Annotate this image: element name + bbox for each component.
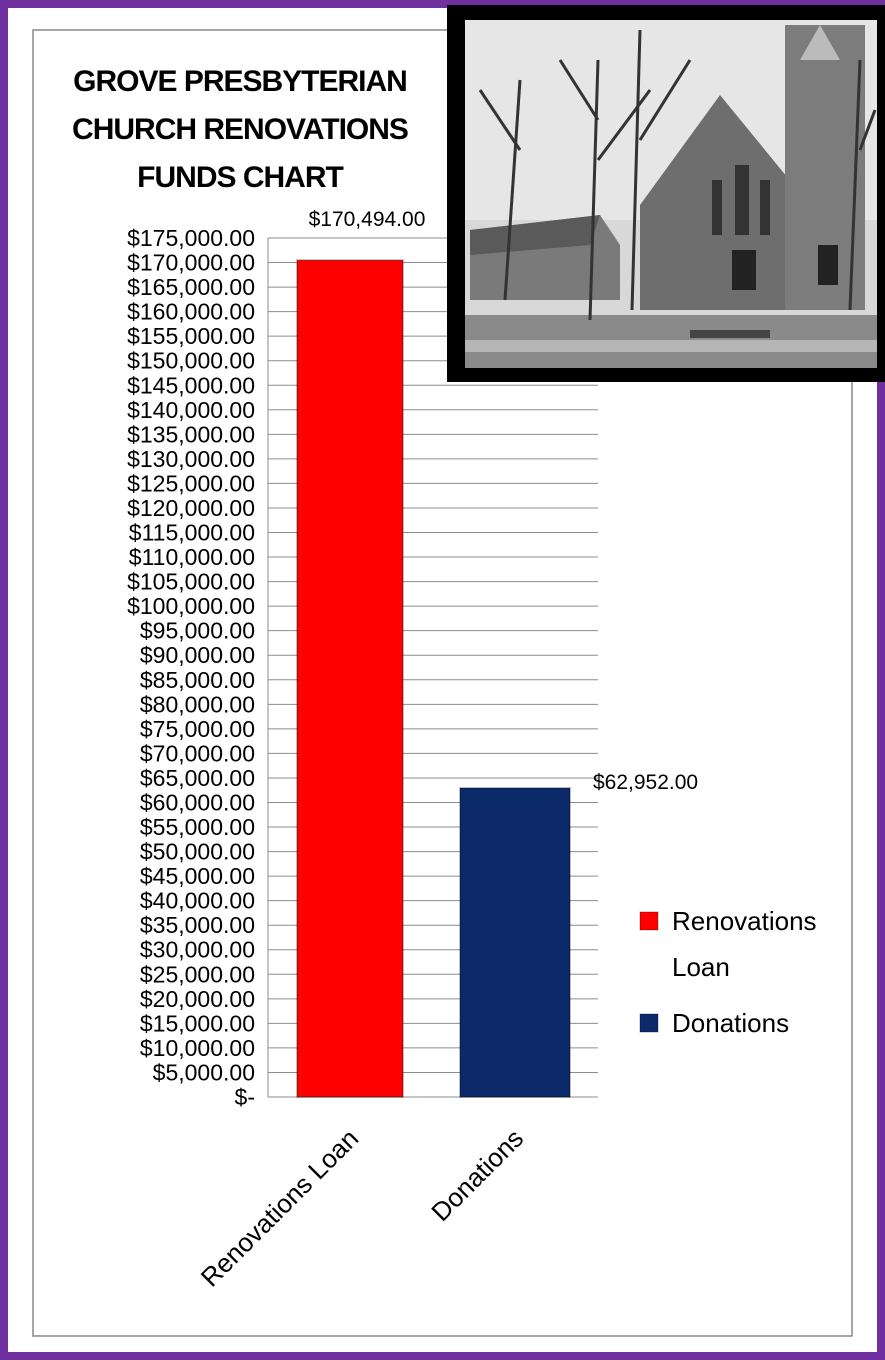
y-tick-label: $75,000.00 bbox=[140, 716, 255, 742]
legend-label: Donations bbox=[672, 1000, 852, 1046]
y-tick-label: $135,000.00 bbox=[127, 421, 255, 447]
y-tick-label: $110,000.00 bbox=[129, 544, 255, 570]
y-tick-label: $40,000.00 bbox=[140, 888, 255, 914]
y-tick-label: $45,000.00 bbox=[140, 863, 255, 889]
y-tick-label: $95,000.00 bbox=[140, 618, 255, 644]
y-tick-label: $90,000.00 bbox=[140, 642, 255, 668]
y-tick-label: $100,000.00 bbox=[127, 593, 255, 619]
y-tick-label: $35,000.00 bbox=[140, 912, 255, 938]
x-tick-label: Donations bbox=[425, 1123, 529, 1227]
y-tick-label: $165,000.00 bbox=[127, 274, 255, 300]
y-tick-label: $20,000.00 bbox=[140, 986, 255, 1012]
legend-swatch bbox=[640, 1014, 658, 1032]
y-tick-label: $150,000.00 bbox=[127, 348, 255, 374]
bar bbox=[460, 788, 570, 1097]
y-tick-label: $130,000.00 bbox=[127, 446, 255, 472]
y-tick-label: $25,000.00 bbox=[140, 961, 255, 987]
bar bbox=[297, 260, 403, 1097]
y-tick-label: $60,000.00 bbox=[140, 789, 255, 815]
y-tick-label: $15,000.00 bbox=[140, 1010, 255, 1036]
y-tick-label: $55,000.00 bbox=[140, 814, 255, 840]
y-tick-label: $175,000.00 bbox=[127, 225, 255, 251]
value-label: $170,494.00 bbox=[309, 208, 426, 231]
y-tick-label: $65,000.00 bbox=[140, 765, 255, 791]
y-tick-label: $105,000.00 bbox=[127, 569, 255, 595]
y-tick-label: $30,000.00 bbox=[140, 937, 255, 963]
y-tick-label: $125,000.00 bbox=[127, 470, 255, 496]
y-tick-label: $115,000.00 bbox=[129, 520, 255, 546]
y-tick-label: $- bbox=[235, 1084, 255, 1110]
y-tick-label: $140,000.00 bbox=[127, 397, 255, 423]
y-tick-label: $80,000.00 bbox=[140, 691, 255, 717]
chart: $-$5,000.00$10,000.00$15,000.00$20,000.0… bbox=[0, 0, 885, 1360]
y-tick-label: $85,000.00 bbox=[140, 667, 255, 693]
page: $-$5,000.00$10,000.00$15,000.00$20,000.0… bbox=[0, 0, 885, 1360]
y-tick-label: $5,000.00 bbox=[153, 1059, 255, 1085]
chart-title: GROVE PRESBYTERIAN CHURCH RENOVATIONS FU… bbox=[40, 58, 440, 202]
x-tick-label: Renovations Loan bbox=[195, 1123, 364, 1292]
y-tick-label: $155,000.00 bbox=[127, 323, 255, 349]
legend-swatch bbox=[640, 912, 658, 930]
y-tick-label: $160,000.00 bbox=[127, 299, 255, 325]
y-tick-label: $170,000.00 bbox=[127, 250, 255, 276]
y-tick-label: $120,000.00 bbox=[127, 495, 255, 521]
y-tick-label: $145,000.00 bbox=[127, 372, 255, 398]
y-tick-label: $50,000.00 bbox=[140, 839, 255, 865]
legend-label: Renovations Loan bbox=[672, 898, 852, 990]
y-tick-label: $10,000.00 bbox=[140, 1035, 255, 1061]
y-tick-label: $70,000.00 bbox=[140, 740, 255, 766]
value-label: $62,952.00 bbox=[593, 771, 698, 794]
